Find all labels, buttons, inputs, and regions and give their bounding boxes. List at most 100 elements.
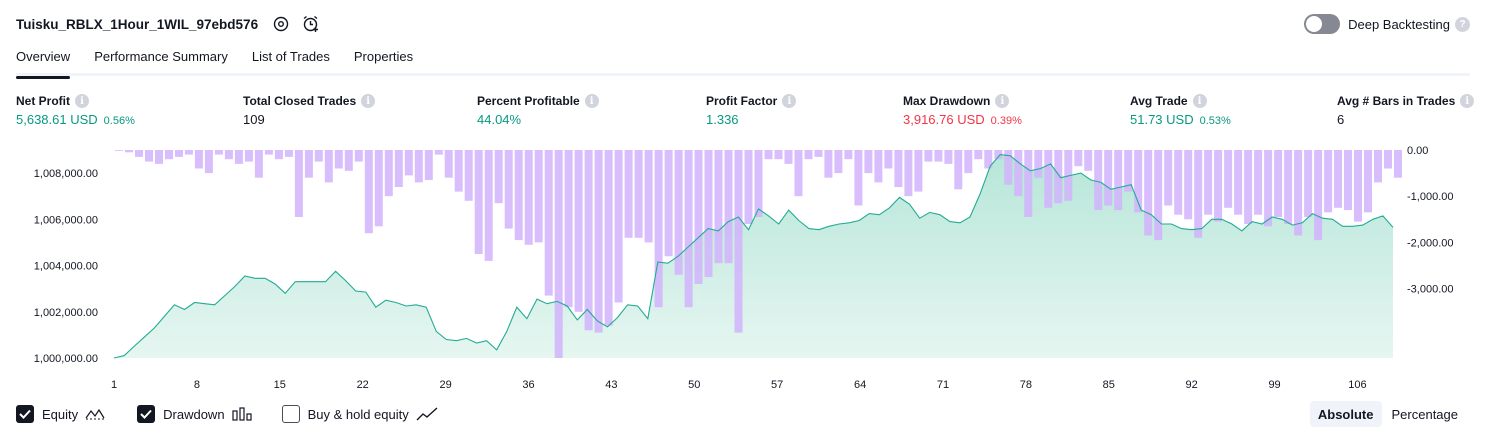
- info-icon[interactable]: i: [1460, 94, 1475, 108]
- drawdown-bar: [514, 150, 523, 241]
- drawdown-bar: [1394, 150, 1402, 178]
- drawdown-bar: [374, 150, 383, 227]
- drawdown-bar: [1074, 150, 1083, 167]
- drawdown-bar: [724, 150, 733, 264]
- drawdown-bar: [854, 150, 863, 206]
- x-tick-label: 57: [771, 379, 783, 391]
- legend-drawdown[interactable]: Drawdown: [137, 405, 252, 423]
- info-icon[interactable]: i: [1192, 94, 1207, 108]
- drawdown-bar: [1254, 150, 1263, 215]
- strategy-header: Tuisku_RBLX_1Hour_1WIL_97ebd576: [16, 12, 322, 36]
- legend-equity[interactable]: Equity: [16, 405, 107, 423]
- help-icon[interactable]: ?: [1455, 16, 1470, 32]
- drawdown-bar: [884, 150, 893, 169]
- drawdown-bar: [1264, 150, 1273, 227]
- drawdown-bar: [244, 150, 253, 162]
- tab-overview[interactable]: Overview: [16, 46, 71, 79]
- drawdown-bar: [804, 150, 813, 160]
- info-icon[interactable]: i: [75, 94, 89, 108]
- drawdown-bar: [864, 150, 873, 174]
- x-tick-label: 50: [688, 379, 700, 391]
- drawdown-bar: [834, 150, 843, 174]
- metric-percent: 0.39%: [990, 115, 1022, 127]
- metric-value: 1.336: [706, 112, 739, 127]
- drawdown-bar: [1194, 150, 1203, 238]
- metric-net-profit: Net Profit i 5,638.61 USD 0.56%: [16, 93, 135, 129]
- info-icon[interactable]: i: [995, 94, 1010, 108]
- metric-total-closed-trades: Total Closed Trades i 109: [243, 93, 376, 129]
- drawdown-bar: [874, 150, 883, 183]
- strategy-title: Tuisku_RBLX_1Hour_1WIL_97ebd576: [16, 16, 259, 32]
- drawdown-bar: [1164, 150, 1173, 206]
- drawdown-bar: [384, 150, 393, 197]
- drawdown-bar: [844, 150, 853, 160]
- x-tick-label: 36: [522, 379, 534, 391]
- x-tick-label: 99: [1268, 379, 1280, 391]
- drawdown-bar: [414, 150, 423, 183]
- drawdown-bar: [544, 150, 553, 296]
- buy-hold-line-icon: [416, 407, 438, 421]
- equity-line: [113, 154, 1394, 359]
- drawdown-bar: [1004, 150, 1013, 185]
- drawdown-bar: [574, 150, 583, 312]
- drawdown-bar: [1384, 150, 1392, 169]
- drawdown-bar: [564, 150, 573, 308]
- drawdown-bar: [704, 150, 713, 278]
- equity-checkbox[interactable]: [16, 405, 34, 423]
- buy-hold-checkbox[interactable]: [281, 405, 300, 423]
- drawdown-bar: [145, 150, 153, 162]
- info-icon[interactable]: i: [361, 94, 376, 108]
- drawdown-bar: [1344, 150, 1352, 211]
- drawdown-bar: [434, 150, 443, 155]
- legend-equity-label: Equity: [42, 406, 79, 422]
- tab-performance-summary[interactable]: Performance Summary: [94, 49, 228, 64]
- drawdown-bar: [964, 150, 973, 174]
- drawdown-bar: [1214, 150, 1223, 222]
- drawdown-bar: [784, 150, 793, 164]
- y-left-tick-label: 1,004,000.00: [34, 261, 98, 273]
- metric-value: 3,916.76 USD: [903, 112, 985, 127]
- x-tick-label: 85: [1103, 379, 1115, 391]
- equity-drawdown-chart[interactable]: 1,000,000.00 1,002,000.00 1,004,000.00 1,00…: [0, 142, 1486, 392]
- y-left-tick-label: 1,006,000.00: [34, 214, 98, 226]
- equity-area: [114, 154, 1393, 358]
- chart-legend: Equity Drawdown Buy & hold equity: [16, 403, 468, 425]
- drawdown-bar: [1044, 150, 1053, 208]
- drawdown-bar: [594, 150, 603, 333]
- metric-max-drawdown: Max Drawdown i 3,916.76 USD 0.39%: [903, 93, 1022, 129]
- drawdown-bar: [1094, 150, 1103, 211]
- drawdown-bar: [284, 150, 293, 157]
- metric-value: 44.04%: [477, 112, 522, 127]
- metric-label: Avg # Bars in Trades: [1337, 94, 1456, 108]
- legend-buy-hold[interactable]: Buy & hold equity: [281, 405, 438, 423]
- drawdown-checkbox[interactable]: [137, 405, 156, 423]
- drawdown-bar: [634, 150, 643, 238]
- absolute-button[interactable]: Absolute: [1309, 401, 1382, 427]
- drawdown-bar: [264, 150, 273, 155]
- info-icon[interactable]: i: [782, 94, 797, 108]
- drawdown-bar: [944, 150, 953, 164]
- drawdown-bar: [1314, 150, 1323, 241]
- drawdown-bar: [994, 150, 1003, 160]
- tab-list-of-trades[interactable]: List of Trades: [251, 49, 330, 64]
- y-right-tick-label: 0.00: [1407, 145, 1428, 157]
- drawdown-bars-icon: [231, 407, 252, 421]
- drawdown-bar: [934, 150, 943, 162]
- tab-properties[interactable]: Properties: [353, 49, 414, 64]
- drawdown-bar: [214, 150, 223, 155]
- drawdown-bar: [1024, 150, 1033, 217]
- settings-icon[interactable]: [270, 13, 292, 35]
- add-alert-icon[interactable]: [300, 13, 322, 35]
- drawdown-bar: [1274, 150, 1283, 217]
- drawdown-bar: [175, 150, 183, 157]
- percentage-button[interactable]: Percentage: [1391, 406, 1459, 422]
- y-left-tick-label: 1,000,000.00: [34, 353, 98, 365]
- deep-backtesting-toggle[interactable]: [1304, 14, 1341, 34]
- drawdown-bar: [734, 150, 743, 333]
- drawdown-bar: [624, 150, 633, 238]
- x-tick-label: 22: [357, 379, 369, 391]
- drawdown-bar: [664, 150, 673, 257]
- info-icon[interactable]: i: [584, 94, 599, 108]
- drawdown-bar: [1054, 150, 1063, 204]
- drawdown-bar: [684, 150, 693, 308]
